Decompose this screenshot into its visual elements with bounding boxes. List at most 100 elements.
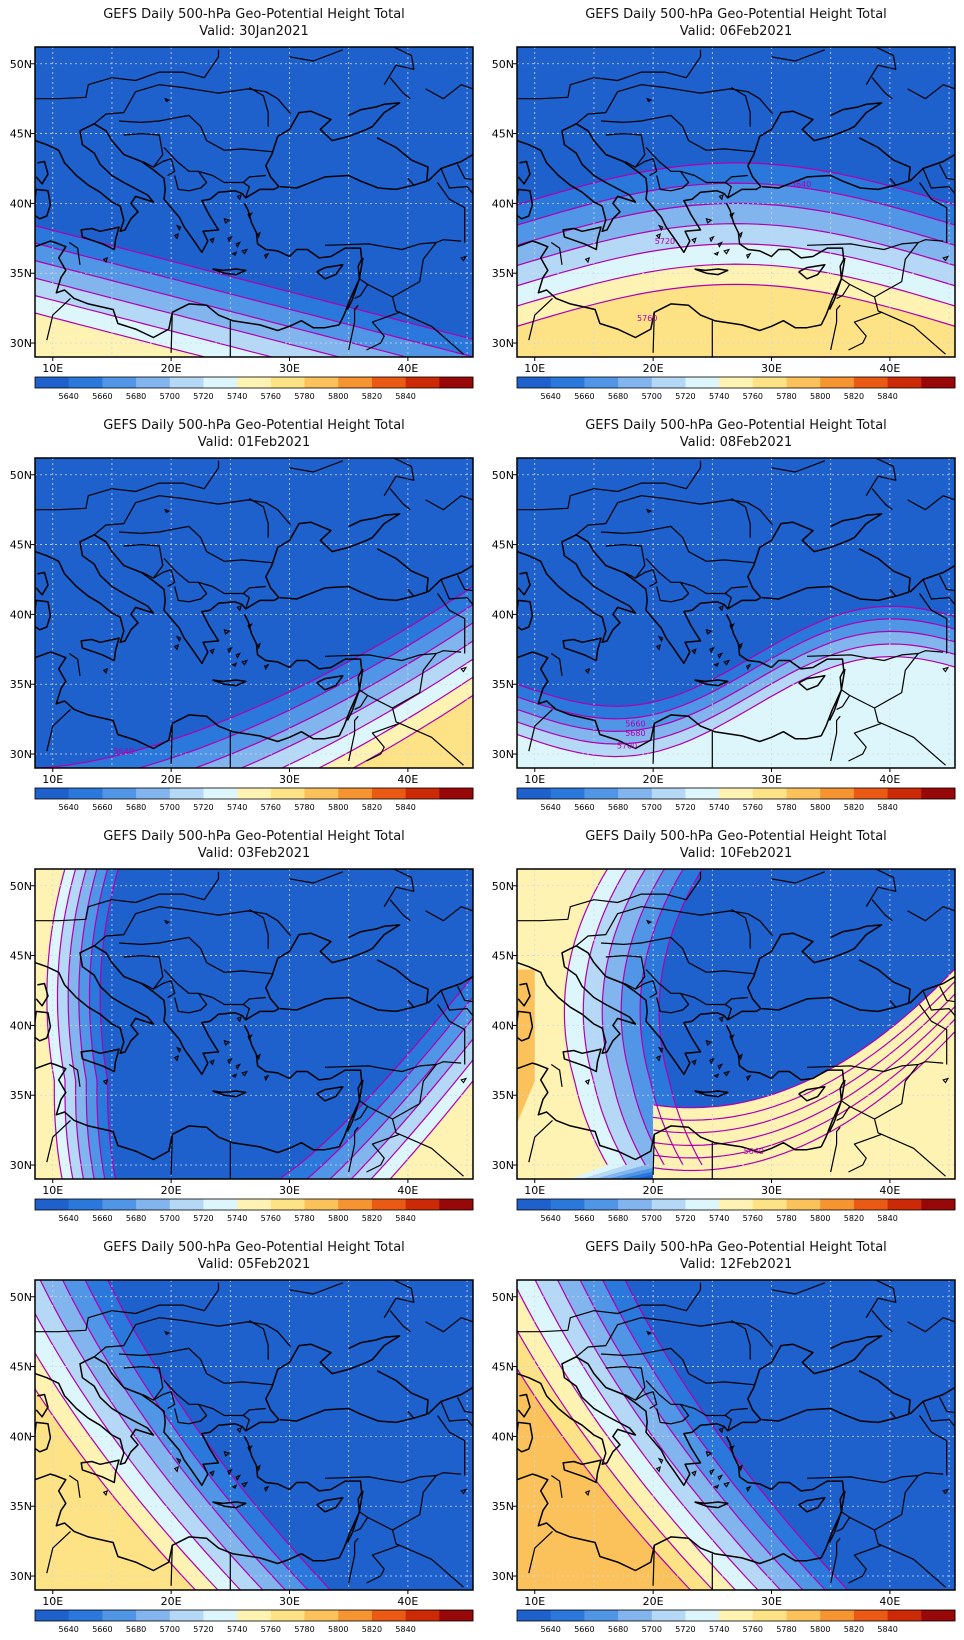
island [173,644,180,651]
height-contour [517,222,955,267]
country-border [605,1365,646,1401]
coastline [316,1086,344,1102]
height-band [390,1080,473,1179]
colorbar: 5640 5660 5680 5700 5720 5740 5760 5780 5800 5820… [516,787,956,812]
coastline [562,226,602,251]
coastline [279,548,429,602]
colorbar-swatch [270,377,306,388]
island [175,1046,182,1054]
lon-tick-label: 10E [524,773,545,786]
colorbar-swatch [237,1610,272,1621]
map-panel-7: GEFS Daily 500-hPa Geo-Potential Height … [10,1240,474,1634]
colorbar-swatch [651,1610,686,1621]
country-border [724,593,732,609]
height-contour [517,1329,714,1590]
colorbar-level: 5660 [574,803,594,812]
lon-tick-label: 20E [643,1595,664,1608]
coastline [80,1048,120,1073]
island [713,1484,720,1489]
island [729,212,735,219]
coastline [517,1010,534,1042]
colorbar-swatch [439,1199,474,1210]
height-contour [582,869,628,1166]
coastline [798,1497,826,1513]
coastline [80,226,120,251]
height-contour [517,243,955,287]
country-border [366,707,401,762]
colorbar-swatch [618,377,653,388]
colorbar-swatch [338,1610,373,1621]
height-contour [39,1280,264,1590]
map-panel-5: GEFS Daily 500-hPa Geo-Potential Height … [10,829,474,1223]
colorbar-level: 5820 [362,1625,382,1634]
island [173,233,180,240]
country-border [366,1529,401,1584]
country-border [389,1310,411,1333]
colorbar-swatch [584,1199,619,1210]
island [718,194,724,201]
country-border [605,543,646,579]
country-border [605,132,646,168]
island [718,605,724,612]
height-contour [653,1018,955,1159]
map-area: 10E 20E 30E 40E 50N 45N 40N 35N 30N [10,46,474,375]
colorbar-level: 5840 [395,392,415,401]
country-border [806,239,944,251]
island [646,97,653,103]
height-contour [653,1031,955,1172]
island [705,1039,713,1046]
island [713,662,720,667]
country-border [383,1280,415,1319]
height-contour [517,618,955,720]
island [241,1070,249,1077]
colorbar-swatch [887,377,922,388]
country-border [575,906,774,947]
colorbar-level: 5800 [328,1625,348,1634]
coastline [828,668,846,721]
country-border [93,84,292,125]
colorbar-swatch [405,1199,440,1210]
island [729,1445,735,1452]
colorbar-swatch [584,1610,619,1621]
panel-title: GEFS Daily 500-hPa Geo-Potential Height … [585,418,887,433]
country-border [939,575,955,592]
colorbar-level: 5800 [328,803,348,812]
colorbar-swatch [203,1610,238,1621]
island [102,1489,109,1497]
colorbar-frame [34,1609,474,1622]
coastline [562,1048,602,1073]
lat-tick-label: 30N [10,337,32,350]
island [655,1055,662,1062]
lon-tick-label: 30E [761,1184,782,1197]
country-border [242,593,250,609]
height-contour [350,1038,473,1179]
lat-tick-label: 50N [492,1291,514,1304]
colorbar-level: 5700 [160,1625,180,1634]
island [705,628,713,635]
coastline [35,982,49,1007]
height-contour [329,1017,473,1179]
country-border [645,1380,690,1425]
lat-tick-label: 35N [492,678,514,691]
panel-valid-date: Valid: 30Jan2021 [199,24,309,39]
height-contour [579,1280,804,1590]
country-border [849,653,919,709]
colorbar-level: 5680 [126,392,146,401]
height-contour [517,202,955,246]
coastline [517,1356,637,1466]
country-border [919,1415,948,1476]
colorbar-swatch [584,377,619,388]
height-contour [517,182,955,226]
country-border [517,460,702,511]
country-border [242,1004,250,1020]
lat-tick-label: 35N [10,267,32,280]
panel-valid-date: Valid: 12Feb2021 [680,1257,792,1272]
country-border [871,899,893,922]
coastline [35,240,340,339]
lon-tick-label: 20E [161,1595,182,1608]
colorbar-level: 5800 [810,1214,830,1223]
country-border [806,1061,944,1073]
map-area: 10E 20E 30E 40E 50N 45N 40N 35N 30N [10,1279,474,1608]
colorbar-swatch [651,377,686,388]
height-contour [639,869,684,1166]
